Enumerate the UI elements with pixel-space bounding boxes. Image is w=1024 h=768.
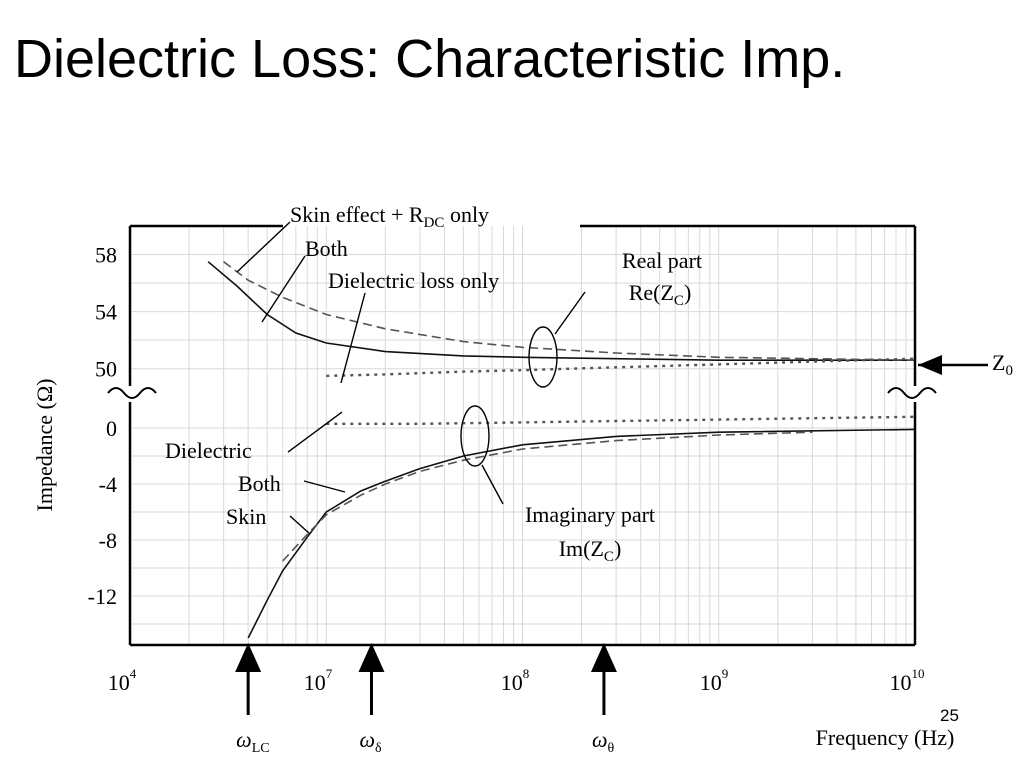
x-tick-label: 109 [700,666,729,695]
chart-markers: ωLC ωδ ωθ [235,643,617,756]
label-skin-effect-rdc: Skin effect + RDC only [290,202,489,231]
leader-skin-imag [289,515,311,535]
y-tick-label: 0 [106,416,117,441]
page-number: 25 [940,706,959,725]
y-tick-label: -4 [99,472,117,497]
marker-label: ωδ [359,727,382,756]
y-tick-label: 58 [95,243,117,268]
label-dielectric-imag: Dielectric [165,438,252,463]
label-both-real: Both [305,236,348,261]
marker-arrow-head [235,643,262,672]
marker-arrow-head [358,643,385,672]
axis-break-right [887,387,937,399]
label-both-imag: Both [238,471,281,496]
marker-label: ωθ [592,727,615,756]
y-tick-label: -12 [88,584,117,609]
y-axis-label: Impedance (Ω) [32,379,57,512]
ellipse-real-part [528,326,558,388]
x-tick-label: 107 [304,666,333,695]
series-line-dielectric [326,415,916,425]
chart-annotations: Skin effect + RDC only Both Dielectric los… [165,202,1013,565]
label-re-zc: Re(ZC) [629,280,692,309]
label-imaginary-part: Imaginary part [525,502,655,527]
series-line-dielectric-loss-only [326,357,916,378]
y-tick-label: 50 [95,357,117,382]
ellipse-imag-part [460,405,490,467]
axis-break-left [107,387,157,399]
label-dielectric-loss-only: Dielectric loss only [328,268,499,293]
y-tick-label: -8 [99,528,117,553]
series-line-skin [282,431,813,562]
chart-curves [207,261,916,639]
x-tick-label: 108 [501,666,530,695]
leader-both-imag [303,480,346,493]
leader-real-part [554,291,586,335]
x-axis-label: Frequency (Hz) [816,725,955,750]
x-tick-label: 1010 [890,666,925,695]
leader-dielectric-loss [340,292,366,384]
series-line-both [207,261,915,362]
leader-both-real [261,255,306,323]
z0-arrow-head [918,355,942,375]
chart-grid [130,226,915,645]
slide-title: Dielectric Loss: Characteristic Imp. [14,29,846,89]
chart-ticks: 58 54 50 0 -4 -8 -12 104 107 108 109 1010 Impedance … [32,243,954,750]
y-tick-label: 54 [95,300,117,325]
label-skin-imag: Skin [226,504,266,529]
chart-axes [107,224,937,647]
label-z0: Z0 [992,350,1013,379]
marker-label: ωLC [236,727,269,756]
marker-arrow-head [590,643,617,672]
series-line-both [247,428,916,639]
series-line-skin-effect-rdc-only [223,261,916,361]
leader-skin-effect [236,221,291,273]
label-im-zc: Im(ZC) [559,536,622,565]
leader-dielectric-imag [287,411,343,453]
x-tick-label: 104 [108,666,137,695]
leader-imag-part [481,464,504,505]
label-real-part: Real part [622,248,702,273]
